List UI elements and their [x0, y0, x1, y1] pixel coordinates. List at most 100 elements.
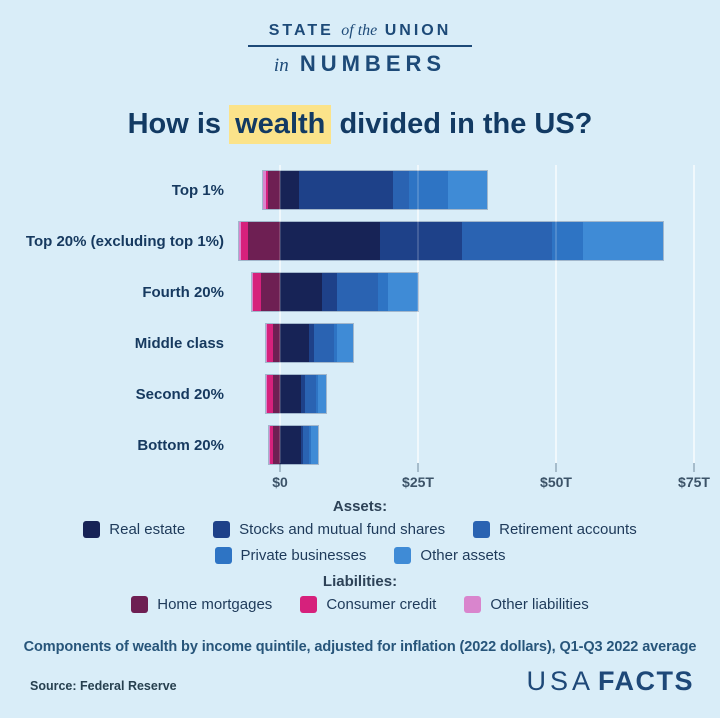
bar-segment-retirement-accounts: [462, 222, 553, 260]
bar-segment-stocks-and-mutual-fund-shares: [379, 222, 463, 260]
logo-facts-text: FACTS: [597, 666, 694, 696]
legend-swatch-other-assets: [394, 547, 412, 564]
bar-segment-other-assets: [387, 273, 418, 311]
masthead-state: STATE: [268, 22, 334, 39]
bar-segment-private-businesses: [552, 222, 583, 260]
chart-legend: Assets: Real estate Stocks and mutual fun…: [0, 496, 720, 622]
gridline-0: [279, 165, 281, 463]
tick-label-25t: $25T: [402, 474, 434, 490]
masthead: STATE of the UNION in NUMBERS: [0, 22, 720, 77]
bar-segment-other-liabilities: [263, 171, 266, 209]
masthead-in: in: [273, 55, 289, 76]
bar-row-middle-class: [265, 323, 354, 363]
gridline-75t: [693, 165, 695, 463]
bar-segment-retirement-accounts: [393, 171, 409, 209]
bar-segment-real-estate: [279, 324, 310, 362]
bar-segment-other-assets: [337, 324, 353, 362]
legend-label-home-mortgages: Home mortgages: [157, 596, 273, 613]
bar-segment-other-liabilities: [266, 375, 268, 413]
legend-assets-row-2: Private businesses Other assets: [0, 547, 720, 564]
masthead-of-the: of the: [341, 22, 378, 39]
legend-swatch-stocks-and-mutual-fund-shares: [213, 521, 231, 538]
gridline-75t: [693, 165, 695, 463]
bar-segment-home-mortgages: [261, 273, 280, 311]
bar-segment-consumer-credit: [267, 324, 273, 362]
bar-segment-retirement-accounts: [336, 273, 378, 311]
legend-swatch-consumer-credit: [300, 596, 318, 613]
legend-item-consumer-credit: Consumer credit: [300, 596, 436, 613]
tick-label-0: $0: [272, 474, 288, 490]
legend-liabilities-row: Home mortgages Consumer credit Other liabi…: [0, 596, 720, 613]
legend-item-private-businesses: Private businesses: [214, 547, 366, 564]
bar-segment-retirement-accounts: [304, 375, 316, 413]
legend-label-other-liabilities: Other liabilities: [490, 596, 589, 613]
legend-item-other-assets: Other assets: [394, 547, 505, 564]
legend-item-other-liabilities: Other liabilities: [464, 596, 589, 613]
legend-item-retirement-accounts: Retirement accounts: [473, 521, 637, 538]
gridline-50t: [555, 165, 557, 463]
bar-segment-other-liabilities: [238, 222, 241, 260]
bar-row-top-1: [262, 170, 488, 210]
legend-swatch-home-mortgages: [131, 596, 149, 613]
bar-segment-private-businesses: [377, 273, 388, 311]
bar-segment-private-businesses: [309, 426, 311, 464]
bar-row-top-20-excluding-top-1: [237, 221, 665, 261]
tick-mark-50t: [555, 463, 557, 472]
gridline-50t: [555, 165, 557, 463]
bar-segment-other-assets: [318, 375, 326, 413]
bar-segment-stocks-and-mutual-fund-shares: [299, 171, 394, 209]
bar-segment-real-estate: [279, 222, 380, 260]
bar-segment-consumer-credit: [267, 375, 273, 413]
bar-segment-retirement-accounts: [302, 426, 310, 464]
legend-swatch-retirement-accounts: [473, 521, 491, 538]
tick-label-50t: $50T: [540, 474, 572, 490]
bar-segment-other-liabilities: [251, 273, 254, 311]
bar-segment-home-mortgages: [247, 222, 280, 260]
bar-segment-real-estate: [279, 426, 301, 464]
bar-segment-other-liabilities: [266, 324, 268, 362]
bar-segment-consumer-credit: [265, 171, 268, 209]
bar-segment-real-estate: [279, 375, 301, 413]
legend-label-consumer-credit: Consumer credit: [326, 596, 437, 613]
bar-row-second-20: [265, 374, 327, 414]
masthead-numbers: NUMBERS: [299, 51, 447, 76]
bar-label-second-20: Second 20%: [135, 385, 224, 403]
chart-plot-area: Top 1% Top 20% (excluding top 1%) Fourth 2…: [0, 165, 720, 465]
legend-liabilities-header: Liabilities:: [322, 573, 398, 590]
legend-label-stocks-and-mutual-fund-shares: Stocks and mutual fund shares: [239, 521, 446, 538]
bar-segment-private-businesses: [408, 171, 449, 209]
bar-row-fourth-20: [250, 272, 419, 312]
legend-label-real-estate: Real estate: [109, 521, 186, 538]
title-prefix: How is: [127, 108, 222, 140]
bar-label-bottom-20: Bottom 20%: [137, 436, 224, 454]
tick-label-75t: $75T: [678, 474, 710, 490]
gridline-25t: [417, 165, 419, 463]
bar-segment-private-businesses: [315, 375, 319, 413]
bar-segment-private-businesses: [334, 324, 338, 362]
tick-mark-75t: [693, 463, 695, 472]
legend-item-real-estate: Real estate: [83, 521, 185, 538]
masthead-divider: [248, 45, 472, 47]
bar-label-middle-class: Middle class: [134, 334, 224, 352]
bar-segment-consumer-credit: [240, 222, 248, 260]
bar-segment-stocks-and-mutual-fund-shares: [309, 324, 315, 362]
bar-label-top-20-excluding-top-1: Top 20% (excluding top 1%): [25, 232, 224, 250]
bar-segment-home-mortgages: [267, 171, 280, 209]
bar-segment-home-mortgages: [273, 426, 280, 464]
bar-segment-other-assets: [448, 171, 487, 209]
bar-row-bottom-20: [267, 425, 320, 465]
legend-label-retirement-accounts: Retirement accounts: [499, 521, 637, 538]
legend-swatch-other-liabilities: [464, 596, 482, 613]
bar-segment-stocks-and-mutual-fund-shares: [300, 426, 303, 464]
chart-caption: Components of wealth by income quintile,…: [23, 639, 697, 655]
bar-segment-home-mortgages: [272, 375, 280, 413]
masthead-line1: STATE of the UNION: [0, 22, 720, 40]
legend-item-home-mortgages: Home mortgages: [131, 596, 272, 613]
title-suffix: divided in the US?: [339, 108, 593, 140]
bar-segment-home-mortgages: [272, 324, 280, 362]
gridline-0: [279, 165, 281, 463]
bar-segment-other-assets: [583, 222, 664, 260]
title-highlight: wealth: [229, 105, 332, 144]
logo-usa-text: USA: [526, 666, 594, 696]
